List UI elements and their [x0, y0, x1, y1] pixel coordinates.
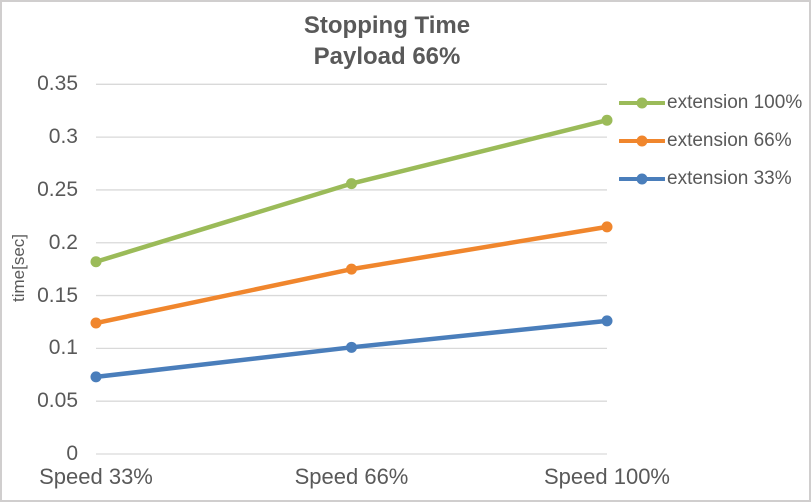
data-point-extension-33: [601, 315, 613, 327]
data-point-extension-66: [601, 221, 613, 233]
data-point-extension-100: [90, 256, 102, 268]
y-tick-label: 0.25: [37, 177, 78, 201]
y-tick-label: 0.2: [48, 230, 78, 254]
legend-item-extension-66: extension 66%: [619, 128, 792, 154]
y-tick-label: 0.1: [48, 336, 78, 360]
data-point-extension-66: [346, 263, 357, 275]
x-tick-label: Speed 33%: [39, 464, 153, 489]
legend-item-extension-100: extension 100%: [619, 90, 802, 116]
data-point-extension-100: [346, 178, 357, 190]
y-tick-label: 0.15: [37, 283, 78, 307]
x-tick-label: Speed 100%: [544, 464, 670, 489]
legend-item-extension-33: extension 33%: [619, 166, 792, 192]
series-line-extension-66: [93, 224, 610, 326]
legend-label: extension 100%: [667, 92, 803, 113]
y-tick-label: 0.3: [48, 125, 78, 149]
legend-label: extension 66%: [667, 130, 792, 151]
chart-title-line2: Payload 66%: [313, 43, 461, 70]
y-tick-label: 0.05: [37, 389, 78, 413]
y-tick-label: 0: [66, 442, 78, 465]
chart-title-line1: Stopping Time: [303, 12, 471, 39]
data-point-extension-66: [90, 317, 102, 329]
legend-marker-icon: [619, 97, 665, 109]
data-point-extension-100: [601, 114, 613, 126]
x-tick-label: Speed 66%: [294, 464, 409, 489]
legend-marker-icon: [619, 173, 665, 185]
legend-marker-icon: [619, 135, 665, 147]
data-point-extension-33: [90, 371, 102, 383]
y-tick-label: 0.35: [37, 72, 78, 96]
data-point-extension-33: [346, 341, 357, 353]
legend-label: extension 33%: [667, 168, 792, 189]
chart-title: Stopping Time Payload 66%: [2, 10, 772, 72]
